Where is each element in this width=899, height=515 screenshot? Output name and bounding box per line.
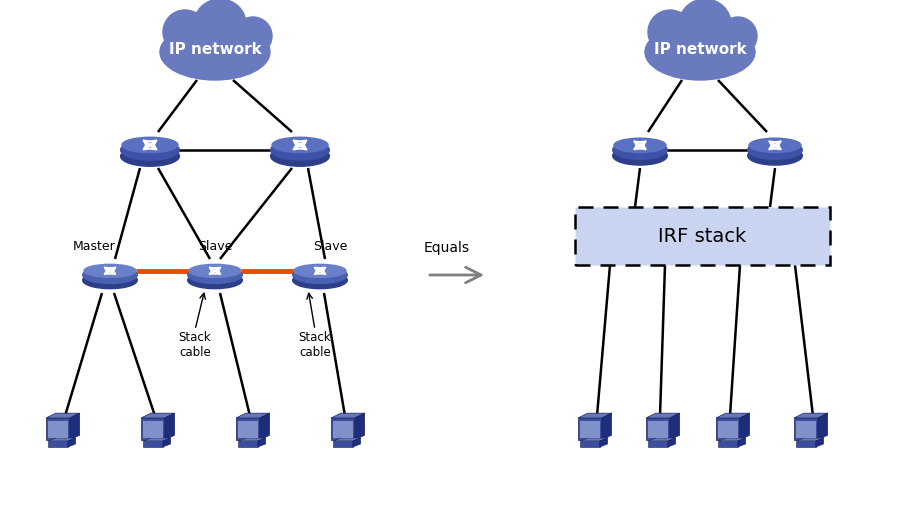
Text: Slave: Slave (198, 240, 232, 253)
Polygon shape (258, 438, 265, 447)
Polygon shape (141, 413, 174, 418)
Polygon shape (143, 421, 163, 438)
Polygon shape (143, 441, 163, 447)
Polygon shape (238, 438, 265, 441)
FancyArrowPatch shape (430, 267, 481, 283)
Ellipse shape (749, 138, 801, 152)
Polygon shape (578, 418, 601, 440)
Ellipse shape (294, 264, 346, 278)
Polygon shape (718, 441, 738, 447)
Polygon shape (352, 438, 360, 447)
Polygon shape (580, 438, 608, 441)
Ellipse shape (613, 146, 667, 165)
Text: Stack
cable: Stack cable (298, 331, 332, 359)
Ellipse shape (648, 10, 692, 54)
Ellipse shape (234, 17, 272, 55)
Ellipse shape (271, 146, 329, 166)
Ellipse shape (120, 140, 180, 160)
Polygon shape (738, 438, 745, 447)
Polygon shape (580, 421, 600, 438)
Polygon shape (718, 421, 738, 438)
Ellipse shape (613, 141, 667, 159)
Polygon shape (331, 418, 355, 440)
Polygon shape (238, 441, 258, 447)
Polygon shape (818, 413, 828, 440)
Ellipse shape (188, 267, 243, 283)
Polygon shape (141, 418, 165, 440)
Polygon shape (236, 413, 270, 418)
Text: Stack
cable: Stack cable (179, 331, 211, 359)
Polygon shape (668, 438, 676, 447)
Ellipse shape (83, 272, 138, 288)
Polygon shape (794, 418, 818, 440)
Polygon shape (49, 421, 67, 438)
Polygon shape (578, 413, 611, 418)
Polygon shape (334, 421, 352, 438)
Ellipse shape (160, 24, 270, 80)
Polygon shape (794, 413, 828, 418)
Ellipse shape (122, 138, 178, 152)
Ellipse shape (194, 0, 246, 49)
Ellipse shape (748, 141, 802, 159)
Ellipse shape (614, 138, 666, 152)
Polygon shape (601, 413, 611, 440)
Polygon shape (334, 441, 352, 447)
Ellipse shape (189, 264, 241, 278)
Text: IRF stack: IRF stack (658, 227, 747, 246)
Text: Master: Master (73, 240, 115, 253)
Polygon shape (646, 413, 680, 418)
Polygon shape (70, 413, 80, 440)
Text: IP network: IP network (654, 43, 746, 58)
Ellipse shape (84, 264, 136, 278)
Polygon shape (334, 438, 360, 441)
Polygon shape (646, 418, 670, 440)
Polygon shape (718, 438, 745, 441)
Ellipse shape (748, 146, 802, 165)
Ellipse shape (271, 140, 329, 160)
Polygon shape (670, 413, 680, 440)
Ellipse shape (293, 272, 347, 288)
Polygon shape (49, 438, 76, 441)
Polygon shape (797, 441, 815, 447)
Polygon shape (143, 438, 171, 441)
Ellipse shape (293, 267, 347, 283)
Polygon shape (648, 438, 676, 441)
Ellipse shape (188, 272, 243, 288)
Text: IP network: IP network (169, 43, 262, 58)
Polygon shape (648, 441, 668, 447)
Ellipse shape (645, 24, 755, 80)
Polygon shape (236, 418, 260, 440)
Polygon shape (260, 413, 270, 440)
Polygon shape (355, 413, 365, 440)
Text: Slave: Slave (313, 240, 347, 253)
Polygon shape (716, 413, 750, 418)
FancyBboxPatch shape (575, 207, 830, 265)
Ellipse shape (272, 138, 328, 152)
Polygon shape (163, 438, 171, 447)
Polygon shape (740, 413, 750, 440)
Polygon shape (797, 438, 823, 441)
Ellipse shape (719, 17, 757, 55)
Text: Equals: Equals (424, 241, 470, 255)
Polygon shape (648, 421, 668, 438)
Polygon shape (165, 413, 174, 440)
Ellipse shape (120, 146, 180, 166)
Polygon shape (46, 418, 70, 440)
Polygon shape (815, 438, 823, 447)
Polygon shape (580, 441, 600, 447)
Polygon shape (67, 438, 76, 447)
Ellipse shape (163, 10, 207, 54)
Ellipse shape (83, 267, 138, 283)
Polygon shape (600, 438, 608, 447)
Polygon shape (46, 413, 80, 418)
Ellipse shape (679, 0, 731, 49)
Polygon shape (797, 421, 815, 438)
Polygon shape (238, 421, 258, 438)
Polygon shape (716, 418, 740, 440)
Polygon shape (331, 413, 365, 418)
Polygon shape (49, 441, 67, 447)
